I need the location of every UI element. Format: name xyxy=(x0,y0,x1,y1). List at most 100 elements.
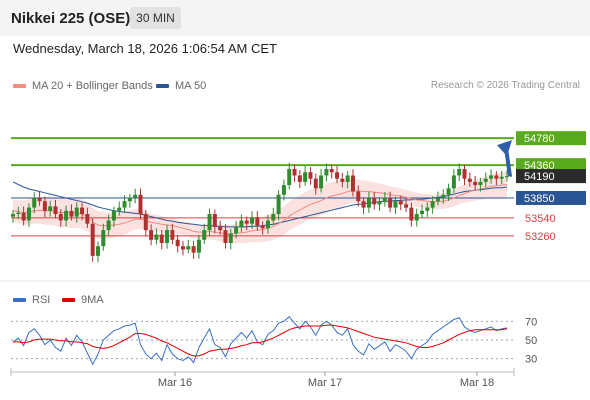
candle-body xyxy=(478,181,483,186)
candle-body xyxy=(441,194,446,198)
candle-body xyxy=(462,169,467,179)
candle-body xyxy=(435,197,440,202)
candle-body xyxy=(37,197,42,202)
candle-body xyxy=(420,210,425,215)
candle-body xyxy=(366,197,371,208)
candle-body xyxy=(165,230,170,243)
legend-rsi: RSI xyxy=(13,294,50,306)
candle-body xyxy=(473,181,478,186)
candle-body xyxy=(494,175,499,179)
candle-body xyxy=(122,201,127,208)
candle-body xyxy=(340,178,345,182)
candle-body xyxy=(297,175,302,182)
candle-body xyxy=(483,178,488,182)
candle-body xyxy=(58,214,63,221)
candle-body xyxy=(271,214,276,221)
legend-ma50: MA 50 xyxy=(156,80,206,92)
candle-body xyxy=(26,207,31,221)
candle-body xyxy=(430,201,435,208)
candle-body xyxy=(260,225,265,229)
legend-label-9ma: 9MA xyxy=(81,294,104,306)
9ma-swatch xyxy=(62,298,75,302)
candle-body xyxy=(138,194,143,215)
ma20-line xyxy=(12,184,508,235)
candle-body xyxy=(64,210,69,221)
level-box-54780 xyxy=(516,131,586,146)
candle-body xyxy=(250,217,255,224)
legend-label-ma20: MA 20 + Bollinger Bands xyxy=(32,80,153,92)
candle-body xyxy=(228,233,233,243)
candle-body xyxy=(255,217,260,226)
candle-body xyxy=(313,178,318,189)
candle-body xyxy=(265,220,270,229)
candle-body xyxy=(218,226,223,231)
candle-body xyxy=(467,178,472,182)
candle-body xyxy=(329,169,334,173)
candle-body xyxy=(48,206,53,211)
candle-body xyxy=(111,210,116,221)
rsi-tick-30: 30 xyxy=(525,354,537,366)
candle-body xyxy=(372,197,377,205)
candle-body xyxy=(223,230,228,243)
candle-body xyxy=(133,194,138,198)
candle-body xyxy=(170,230,175,240)
candles xyxy=(11,162,509,263)
candle-body xyxy=(21,212,26,221)
candle-body xyxy=(53,206,58,215)
x-tick-label: Mar 17 xyxy=(308,377,342,389)
candle-body xyxy=(319,175,324,189)
legend-9ma: 9MA xyxy=(62,294,104,306)
candle-body xyxy=(489,175,494,179)
level-label-53850: 53850 xyxy=(524,193,555,205)
candle-body xyxy=(393,201,398,208)
candle-body xyxy=(377,201,382,205)
candle-body xyxy=(281,185,286,195)
candle-body xyxy=(382,197,387,202)
candle-body xyxy=(42,201,47,211)
candle-body xyxy=(154,234,159,240)
candle-body xyxy=(90,223,95,256)
last-price-label: 54190 xyxy=(524,171,555,183)
credit-text: Research © 2026 Trading Central xyxy=(430,80,580,91)
candle-body xyxy=(207,214,212,231)
timeframe-button[interactable]: 30 MIN xyxy=(130,7,181,29)
level-box-54360 xyxy=(516,158,586,173)
candle-body xyxy=(499,176,504,179)
candle-body xyxy=(175,239,180,247)
candle-body xyxy=(451,175,456,189)
candle-body xyxy=(303,172,308,182)
bollinger-band xyxy=(13,171,507,244)
candle-body xyxy=(505,176,509,178)
candle-body xyxy=(16,212,21,215)
candle-body xyxy=(149,230,154,240)
candle-body xyxy=(117,207,122,211)
candle-body xyxy=(186,246,191,250)
candle-body xyxy=(414,214,419,221)
candle-body xyxy=(234,226,239,234)
candle-body xyxy=(244,220,249,224)
rsi-swatch xyxy=(13,298,26,302)
candle-body xyxy=(398,201,403,205)
candle-body xyxy=(425,207,430,211)
level-label-53540: 53540 xyxy=(525,213,556,225)
x-tick-label: Mar 16 xyxy=(158,377,192,389)
candle-body xyxy=(324,169,329,176)
rsi-tick-50: 50 xyxy=(525,335,537,347)
candle-body xyxy=(191,246,196,253)
rsi-line xyxy=(12,315,508,366)
candle-body xyxy=(143,214,148,231)
candle-body xyxy=(292,169,297,176)
level-box-53850 xyxy=(516,190,586,205)
candle-body xyxy=(308,172,313,179)
candle-body xyxy=(69,210,74,217)
ma20-swatch xyxy=(13,84,26,88)
candle-body xyxy=(287,169,292,186)
candle-body xyxy=(388,197,393,208)
candle-body xyxy=(11,214,15,217)
candle-body xyxy=(350,175,355,192)
candle-body xyxy=(127,197,132,202)
ma50-line xyxy=(12,181,508,228)
candle-body xyxy=(345,175,350,182)
candle-body xyxy=(356,191,361,202)
